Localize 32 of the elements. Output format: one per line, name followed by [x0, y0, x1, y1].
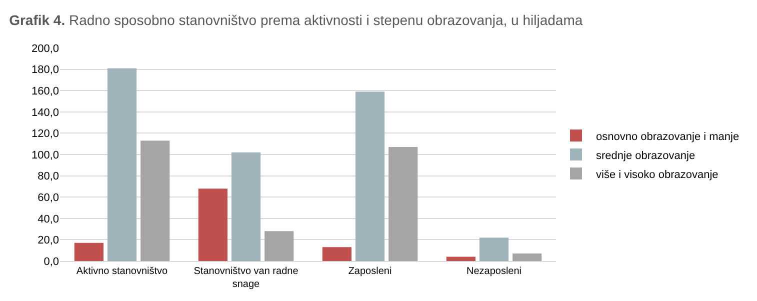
bar: [107, 68, 137, 261]
chart-subtitle: Radno sposobno stanovništvo prema aktivnosti i stepenu obrazovanja, u hiljadama: [68, 12, 583, 28]
y-tick-label: 120,0: [31, 128, 59, 140]
legend-label: srednje obrazovanje: [596, 150, 696, 162]
y-tick-label: 60,0: [38, 192, 59, 204]
bar: [446, 256, 476, 261]
x-tick-label: Nezaposleni: [466, 266, 522, 277]
legend-label: više i visoko obrazovanje: [596, 168, 718, 181]
bar: [322, 247, 352, 261]
y-tick-label: 100,0: [31, 149, 59, 162]
bar: [479, 238, 509, 261]
y-tick-label: 160,0: [31, 85, 59, 98]
x-tick-label: Stanovništvo van radne snage: [194, 266, 299, 290]
y-tick-label: 0,0: [44, 256, 59, 268]
bar: [140, 140, 170, 261]
y-tick-label: 20,0: [38, 234, 59, 247]
y-tick-label: 140,0: [31, 106, 59, 119]
bar: [512, 254, 542, 261]
legend-label: osnovno obrazovanje i manje: [596, 130, 740, 143]
x-tick-label: Zaposleni: [348, 266, 392, 277]
bar: [198, 188, 228, 261]
y-tick-label: 200,0: [31, 42, 59, 55]
y-tick-label: 40,0: [38, 213, 59, 226]
bar: [264, 231, 294, 261]
bar: [74, 242, 104, 261]
bar: [231, 152, 261, 261]
y-tick-label: 180,0: [31, 64, 59, 76]
bar: [355, 92, 385, 261]
bar: [388, 147, 418, 261]
x-tick-label: Aktivno stanovništvo: [76, 266, 168, 277]
chart-title: Grafik 4.: [9, 12, 66, 28]
y-tick-label: 80,0: [38, 170, 59, 183]
